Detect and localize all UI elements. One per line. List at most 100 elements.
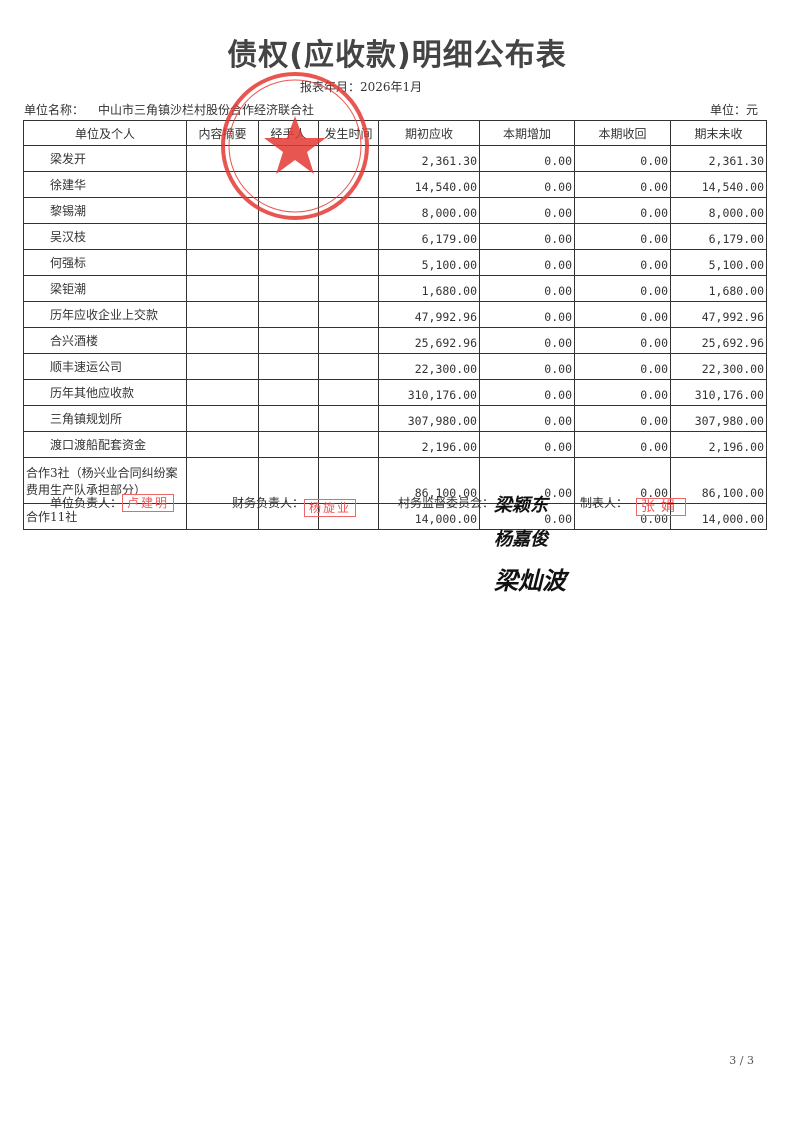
empty-cell [186, 457, 259, 504]
amount-recv: 0.00 [574, 327, 671, 354]
unit-name-label: 单位名称： [24, 103, 85, 117]
amount-recv: 0.00 [574, 223, 671, 250]
amount-end: 6,179.00 [670, 223, 767, 250]
amount-add: 0.00 [479, 249, 575, 276]
amount-recv: 0.00 [574, 145, 671, 172]
supervision-group: 村务监督委员会： 梁颖东 杨嘉俊 梁灿波 [398, 494, 566, 596]
empty-cell [318, 431, 379, 458]
table-row: 三角镇规划所 307,980.00 0.00 0.00 307,980.00 [23, 405, 767, 432]
empty-cell [318, 379, 379, 406]
amount-add: 0.00 [479, 301, 575, 328]
unit-head-group: 单位负责人： 卢建明 [50, 494, 175, 512]
amount-recv: 0.00 [574, 353, 671, 380]
amount-add: 0.00 [479, 405, 575, 432]
empty-cell [258, 327, 319, 354]
unit-head-stamp: 卢建明 [122, 494, 175, 512]
preparer-group: 制表人： 张娟 [580, 494, 687, 516]
amount-end: 47,992.96 [670, 301, 767, 328]
finance-head-group: 财务负责人： 杨旋业 [232, 494, 357, 517]
finance-head-stamp: 杨旋业 [304, 499, 357, 517]
entity-name: 合作11社 [23, 503, 187, 530]
preparer-stamp: 张娟 [636, 498, 687, 516]
empty-cell [258, 197, 319, 224]
empty-cell [318, 301, 379, 328]
entity-name: 合兴酒楼 [23, 327, 187, 354]
amount-recv: 0.00 [574, 197, 671, 224]
empty-cell [186, 301, 259, 328]
amount-add: 0.00 [479, 145, 575, 172]
amount-recv: 0.00 [574, 301, 671, 328]
unit-head-label: 单位负责人： [50, 496, 123, 510]
table-row: 合兴酒楼 25,692.96 0.00 0.00 25,692.96 [23, 327, 767, 354]
entity-name: 梁钜潮 [23, 275, 187, 302]
signature: 梁灿波 [494, 566, 567, 595]
amount-begin: 86,100.00 [378, 457, 480, 504]
empty-cell [258, 405, 319, 432]
empty-cell [186, 197, 259, 224]
entity-name: 梁发开 [23, 145, 187, 172]
amount-add: 0.00 [479, 171, 575, 198]
entity-name: 徐建华 [23, 171, 187, 198]
signature-column: 梁颖东 杨嘉俊 梁灿波 [494, 494, 566, 596]
entity-name: 何强标 [23, 249, 187, 276]
entity-name: 黎锡潮 [23, 197, 187, 224]
supervision-label: 村务监督委员会： [398, 496, 495, 510]
amount-end: 307,980.00 [670, 405, 767, 432]
empty-cell [258, 249, 319, 276]
column-header: 内容摘要 [186, 120, 259, 146]
empty-cell [258, 223, 319, 250]
empty-cell [258, 301, 319, 328]
amount-begin: 25,692.96 [378, 327, 480, 354]
amount-add: 0.00 [479, 197, 575, 224]
amount-recv: 0.00 [574, 249, 671, 276]
amount-end: 2,196.00 [670, 431, 767, 458]
entity-name: 三角镇规划所 [23, 405, 187, 432]
column-header: 经手人 [258, 120, 319, 146]
empty-cell [258, 431, 319, 458]
column-header: 本期增加 [479, 120, 575, 146]
column-header: 本期收回 [574, 120, 671, 146]
table-row: 徐建华 14,540.00 0.00 0.00 14,540.00 [23, 171, 767, 198]
finance-head-label: 财务负责人： [232, 496, 305, 510]
table-row: 历年其他应收款 310,176.00 0.00 0.00 310,176.00 [23, 379, 767, 406]
empty-cell [318, 327, 379, 354]
empty-cell [186, 275, 259, 302]
column-header: 单位及个人 [23, 120, 187, 146]
entity-name: 顺丰速运公司 [23, 353, 187, 380]
amount-begin: 14,540.00 [378, 171, 480, 198]
empty-cell [186, 145, 259, 172]
table-row: 何强标 5,100.00 0.00 0.00 5,100.00 [23, 249, 767, 276]
amount-end: 8,000.00 [670, 197, 767, 224]
empty-cell [186, 379, 259, 406]
amount-end: 86,100.00 [670, 457, 767, 504]
amount-begin: 47,992.96 [378, 301, 480, 328]
empty-cell [258, 171, 319, 198]
table-row: 梁发开 2,361.30 0.00 0.00 2,361.30 [23, 145, 767, 172]
amount-recv: 0.00 [574, 171, 671, 198]
amount-recv: 0.00 [574, 503, 671, 530]
entity-name: 合作3社（杨兴业合同纠纷案费用生产队承担部分） [23, 457, 187, 504]
amount-add: 0.00 [479, 275, 575, 302]
amount-end: 5,100.00 [670, 249, 767, 276]
column-header: 期末未收 [670, 120, 767, 146]
entity-name: 吴汉枝 [23, 223, 187, 250]
preparer-label: 制表人： [580, 496, 629, 510]
amount-begin: 2,361.30 [378, 145, 480, 172]
empty-cell [318, 457, 379, 504]
empty-cell [186, 353, 259, 380]
page-title: 债权(应收款)明细公布表 [227, 38, 567, 73]
amount-begin: 307,980.00 [378, 405, 480, 432]
table-row: 历年应收企业上交款 47,992.96 0.00 0.00 47,992.96 [23, 301, 767, 328]
amount-add: 0.00 [479, 457, 575, 504]
amount-end: 22,300.00 [670, 353, 767, 380]
entity-name: 历年应收企业上交款 [23, 301, 187, 328]
amount-begin: 22,300.00 [378, 353, 480, 380]
unit-name: 中山市三角镇沙栏村股份合作经济联合社 [98, 103, 315, 117]
empty-cell [318, 353, 379, 380]
amount-begin: 8,000.00 [378, 197, 480, 224]
amount-begin: 310,176.00 [378, 379, 480, 406]
signature: 梁颖东 [494, 495, 549, 516]
column-header: 期初应收 [378, 120, 480, 146]
table-row: 梁钜潮 1,680.00 0.00 0.00 1,680.00 [23, 275, 767, 302]
empty-cell [186, 503, 259, 530]
